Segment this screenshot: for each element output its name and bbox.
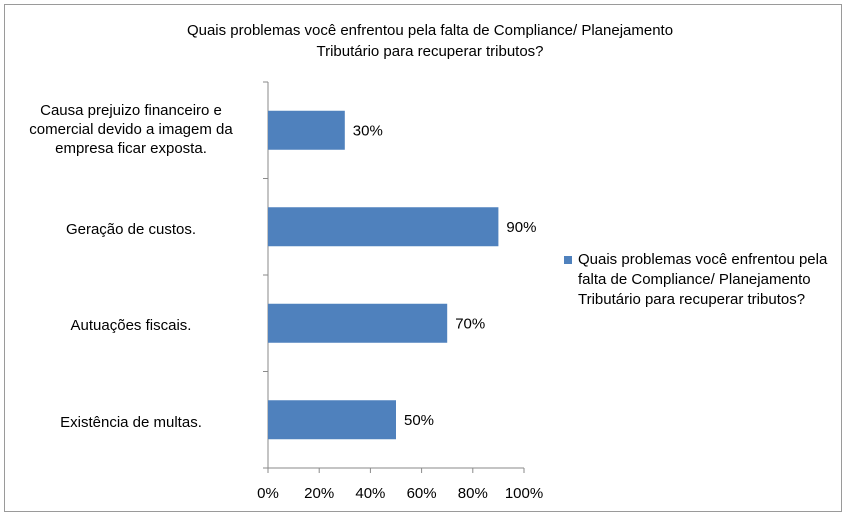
legend-swatch — [564, 256, 572, 264]
bar — [268, 400, 396, 440]
x-tick-label: 80% — [458, 485, 488, 502]
data-label: 70% — [455, 315, 485, 332]
data-label: 90% — [506, 219, 536, 236]
data-label: 30% — [353, 122, 383, 139]
category-label-1: Geração de custos. — [65, 221, 197, 238]
bar — [268, 303, 448, 343]
bar — [268, 110, 345, 150]
x-tick-label: 20% — [304, 485, 334, 502]
chart-title: Quais problemas você enfrentou pela falt… — [186, 22, 674, 60]
category-label-2: Autuações fiscais. — [70, 317, 192, 334]
category-label-0: Causa prejuizo financeiro e comercial de… — [29, 102, 233, 157]
data-label: 50% — [404, 412, 434, 429]
chart-frame — [4, 4, 842, 512]
category-label-3: Existência de multas. — [60, 414, 202, 431]
x-tick-label: 100% — [505, 485, 543, 502]
x-tick-label: 0% — [257, 485, 279, 502]
legend-label: Quais problemas você enfrentou pela falt… — [578, 251, 828, 308]
bar — [268, 207, 499, 247]
x-tick-label: 60% — [407, 485, 437, 502]
x-tick-label: 40% — [355, 485, 385, 502]
